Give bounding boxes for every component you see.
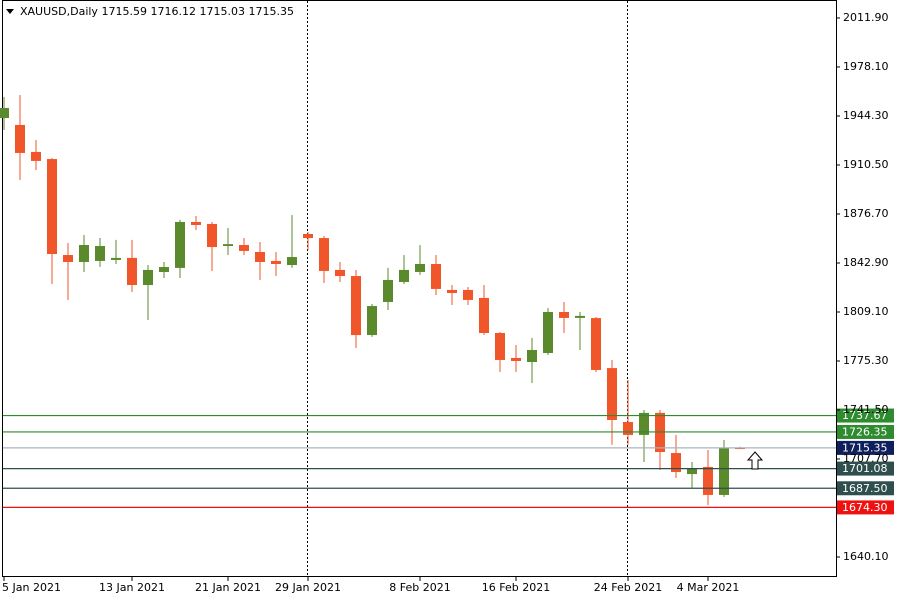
x-tick-label: 13 Jan 2021 [99, 581, 165, 594]
candle-body [495, 333, 505, 360]
menu-triangle [6, 9, 14, 14]
candle-body [591, 318, 601, 370]
x-tick-label: 8 Feb 2021 [389, 581, 450, 594]
y-tick-label: 1910.50 [843, 158, 889, 171]
candle-body [671, 453, 681, 473]
x-tick-label: 29 Jan 2021 [275, 581, 341, 594]
candle-body [0, 108, 9, 119]
candle-body [351, 276, 361, 336]
ohlc-close: 1715.35 [248, 5, 294, 18]
candle-body [95, 246, 105, 261]
price-label: 1687.50 [842, 482, 888, 495]
y-tick-label: 1640.10 [843, 550, 889, 563]
candle-body [31, 151, 41, 161]
y-tick-label: 1978.10 [843, 60, 889, 73]
y-tick-label: 1876.70 [843, 207, 889, 220]
price-label-bg [837, 424, 894, 439]
candle-body [335, 269, 345, 277]
price-label: 1674.30 [842, 501, 888, 514]
candle-body [271, 260, 281, 264]
candle-body [703, 466, 713, 495]
x-tick-label: 16 Feb 2021 [482, 581, 550, 594]
price-label-bg [837, 408, 894, 423]
candle-body [575, 315, 585, 318]
plot-frame [2, 0, 837, 577]
candle-body [383, 279, 393, 302]
candle-body [207, 223, 217, 248]
y-tick-label: 1809.10 [843, 305, 889, 318]
price-label-bg [837, 500, 894, 515]
candle-body [511, 357, 521, 361]
candle-body [687, 468, 697, 475]
candle-body [255, 251, 265, 262]
x-tick-label: 24 Feb 2021 [594, 581, 662, 594]
y-tick-label: 1775.30 [843, 354, 889, 367]
candle-body [543, 311, 553, 354]
candle-body [287, 257, 297, 266]
arrow-icon [746, 451, 764, 470]
header: XAUUSD,Daily 1715.59 1716.12 1715.03 171… [20, 5, 294, 18]
candle-body [47, 159, 57, 254]
x-tick-label: 4 Mar 2021 [677, 581, 740, 594]
y-tick-label: 1944.30 [843, 109, 889, 122]
price-label: 1726.35 [842, 425, 888, 438]
candle-body [319, 238, 329, 271]
candle-body [559, 311, 569, 318]
candle-body [127, 257, 137, 286]
price-label: 1715.35 [842, 441, 888, 454]
price-label-bg [837, 440, 894, 455]
candle-body [527, 349, 537, 363]
candle-body [479, 297, 489, 334]
ohlc-low: 1715.03 [199, 5, 245, 18]
price-label-bg [837, 461, 894, 476]
y-tick-label: 1707.70 [843, 452, 889, 465]
y-tick-label: 1741.50 [843, 403, 889, 416]
candle-body [111, 257, 121, 260]
x-tick-label: 5 Jan 2021 [2, 581, 61, 594]
price-label: 1737.67 [842, 409, 888, 422]
candle-body [367, 306, 377, 336]
levels: 1737.67 1726.35 1715.35 1701.08 1687.50 1674.… [3, 408, 894, 515]
candle-body [719, 447, 729, 495]
candle-body [639, 412, 649, 435]
candle-body [607, 368, 617, 420]
candle-body [463, 289, 473, 300]
candle-body [399, 269, 409, 282]
candle-body [223, 244, 233, 247]
symbol: XAUUSD,Daily [20, 5, 98, 18]
candle-body [191, 221, 201, 226]
candle-body [79, 245, 89, 262]
candle-body [159, 267, 169, 272]
candle-body [143, 269, 153, 286]
candle-body [239, 245, 249, 251]
ohlc-high: 1716.12 [150, 5, 196, 18]
y-tick-label: 2011.90 [843, 11, 889, 24]
candle-body [15, 124, 25, 153]
candle-body [447, 289, 457, 293]
price-label: 1701.08 [842, 462, 888, 475]
candle-body [431, 263, 441, 289]
y-tick-label: 1842.90 [843, 256, 889, 269]
candles [0, 94, 745, 506]
candle-body [175, 221, 185, 268]
candle-body [415, 263, 425, 272]
ohlc-open: 1715.59 [101, 5, 147, 18]
price-label-bg [837, 481, 894, 496]
candle-body [303, 233, 313, 239]
candle-body [63, 255, 73, 262]
candle-body [623, 422, 633, 435]
x-tick-label: 21 Jan 2021 [195, 581, 261, 594]
